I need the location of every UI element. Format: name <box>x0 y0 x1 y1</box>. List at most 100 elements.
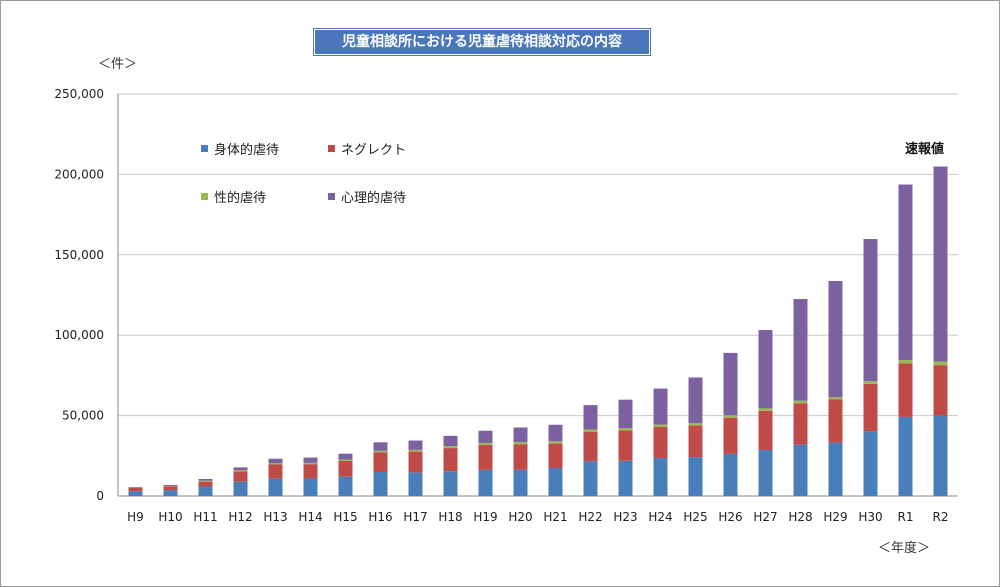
legend-swatch-physical <box>201 145 208 152</box>
x-tick-label: H26 <box>718 510 742 524</box>
bar-segment <box>373 472 388 496</box>
x-tick-label: H16 <box>368 510 392 524</box>
bar-segment <box>793 299 808 401</box>
bar-segment <box>723 453 738 496</box>
x-tick-label: H17 <box>403 510 427 524</box>
bar-segment <box>478 445 493 470</box>
x-tick-label: H10 <box>158 510 182 524</box>
x-tick-label: H11 <box>193 510 217 524</box>
legend-label-sexual: 性的虐待 <box>214 191 267 206</box>
bar-segment <box>863 431 878 496</box>
bar-segment <box>408 472 423 496</box>
bar-segment <box>478 442 493 446</box>
bar-segment <box>618 460 633 496</box>
x-tick-label: H28 <box>788 510 812 524</box>
x-tick-label: H25 <box>683 510 707 524</box>
bar-segment <box>548 424 563 442</box>
bar-segment <box>338 453 353 460</box>
y-tick-label: 0 <box>96 489 104 503</box>
bar-segment <box>548 441 563 444</box>
bar-segment <box>408 451 423 473</box>
x-tick-label: H29 <box>823 510 847 524</box>
x-tick-label: H23 <box>613 510 637 524</box>
bar-segment <box>653 458 668 496</box>
bar-segment <box>198 480 213 482</box>
bar-segment <box>268 458 283 464</box>
bar-segment <box>688 377 703 423</box>
bar-segment <box>863 383 878 432</box>
bar-segment <box>478 469 493 496</box>
x-tick-label: H24 <box>648 510 672 524</box>
bar-segment <box>303 478 318 496</box>
legend-swatch-psychological <box>328 193 335 200</box>
bar-segment <box>513 442 528 445</box>
bar-segment <box>233 471 248 482</box>
x-tick-label: H30 <box>858 510 882 524</box>
y-tick-label: 50,000 <box>62 409 104 423</box>
bar-segment <box>828 281 843 398</box>
bar-segment <box>583 461 598 496</box>
bar-segment <box>723 417 738 454</box>
bar-segment <box>338 459 353 461</box>
bar-segment <box>688 422 703 426</box>
bar-segment <box>268 464 283 479</box>
x-tick-label: R1 <box>898 510 914 524</box>
legend-label-psychological: 心理的虐待 <box>341 191 407 206</box>
bar-segment <box>163 490 178 496</box>
bar-segment <box>513 427 528 443</box>
legend-item-neglect: ネグレクト <box>328 139 406 158</box>
bar-segment <box>268 478 283 496</box>
x-tick-label: H19 <box>473 510 497 524</box>
bar-segment <box>443 471 458 496</box>
bar-segment <box>653 427 668 459</box>
bar-segment <box>898 359 913 364</box>
y-tick-label: 100,000 <box>54 328 104 342</box>
bar-segment <box>583 405 598 430</box>
bar-segment <box>443 435 458 447</box>
bar-segment <box>793 444 808 496</box>
bar-segment <box>828 442 843 496</box>
bar-segment <box>373 452 388 473</box>
bar-segment <box>303 464 318 479</box>
preliminary-note: 速報値 <box>905 142 945 157</box>
x-tick-label: H21 <box>543 510 567 524</box>
bar-segment <box>443 446 458 449</box>
x-tick-label: H12 <box>228 510 252 524</box>
x-tick-label: H27 <box>753 510 777 524</box>
bar-segment <box>268 463 283 465</box>
y-tick-label: 150,000 <box>54 248 104 262</box>
bar-segment <box>163 486 178 491</box>
bar-segment <box>933 166 948 362</box>
bar-segment <box>898 184 913 360</box>
bar-segment <box>758 408 773 411</box>
bar-segment <box>233 467 248 471</box>
bar-segment <box>303 457 318 463</box>
bar-segment <box>198 481 213 487</box>
bar-segment <box>128 491 143 496</box>
bar-segment <box>933 361 948 366</box>
bar-segment <box>653 388 668 425</box>
y-axis-label: ＜件＞ <box>98 57 138 72</box>
bar-segment <box>618 428 633 431</box>
bar-segment <box>513 444 528 470</box>
bar-segment <box>443 448 458 472</box>
bar-segment <box>828 399 843 443</box>
bar-segment <box>688 457 703 496</box>
bar-segment <box>723 415 738 418</box>
bar-segment <box>513 469 528 496</box>
bar-segment <box>408 440 423 450</box>
y-tick-label: 200,000 <box>54 167 104 181</box>
legend-item-physical: 身体的虐待 <box>201 139 279 158</box>
bar-segment <box>793 403 808 445</box>
x-axis-label: ＜年度＞ <box>878 541 931 556</box>
bar-segment <box>548 468 563 496</box>
legend-swatch-sexual <box>201 193 208 200</box>
bar-segment <box>373 450 388 453</box>
x-tick-label: H15 <box>333 510 357 524</box>
legend-item-psychological: 心理的虐待 <box>328 187 406 206</box>
bar-segment <box>338 460 353 477</box>
bar-segment <box>618 430 633 461</box>
bar-segment <box>128 487 143 492</box>
bar-segment <box>863 239 878 382</box>
